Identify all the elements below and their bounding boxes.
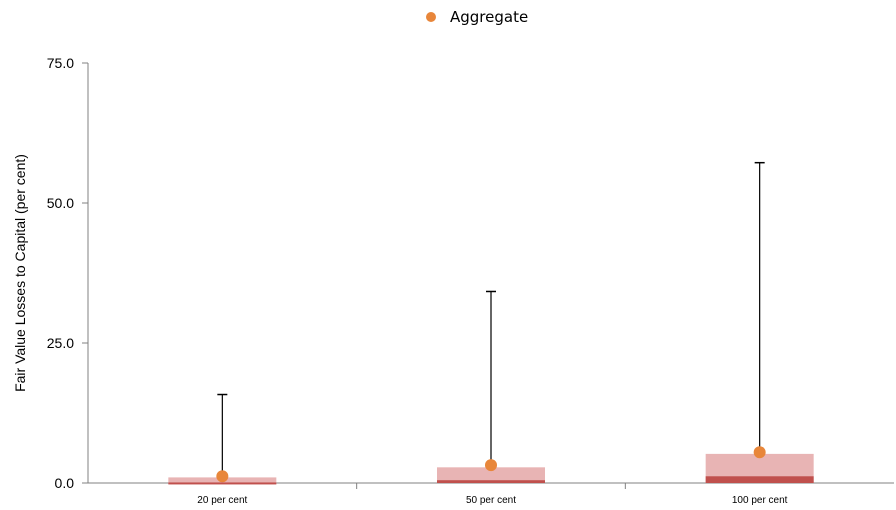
y-tick-label: 0.0 [55, 475, 75, 491]
y-tick-label: 25.0 [47, 335, 74, 351]
aggregate-point [216, 470, 229, 483]
plot-area: 0.0 25.0 50.0 75.0 20 per cent 50 per cent 100… [47, 55, 894, 506]
y-axis-label: Fair Value Losses to Capital (per cent) [12, 154, 28, 392]
x-tick-label: 20 per cent [197, 495, 247, 506]
legend: Aggregate [426, 6, 528, 28]
aggregate-point [753, 446, 766, 459]
legend-marker [426, 12, 436, 22]
box-median [168, 482, 277, 485]
box-median [437, 480, 545, 483]
y-tick-label: 50.0 [47, 195, 74, 211]
y-tick-label: 75.0 [47, 55, 74, 71]
box-median [705, 476, 814, 483]
x-tick-label: 50 per cent [466, 495, 516, 506]
legend-label: Aggregate [450, 8, 529, 26]
box [437, 467, 545, 483]
x-tick-label: 100 per cent [732, 495, 788, 506]
aggregate-point [485, 459, 497, 472]
